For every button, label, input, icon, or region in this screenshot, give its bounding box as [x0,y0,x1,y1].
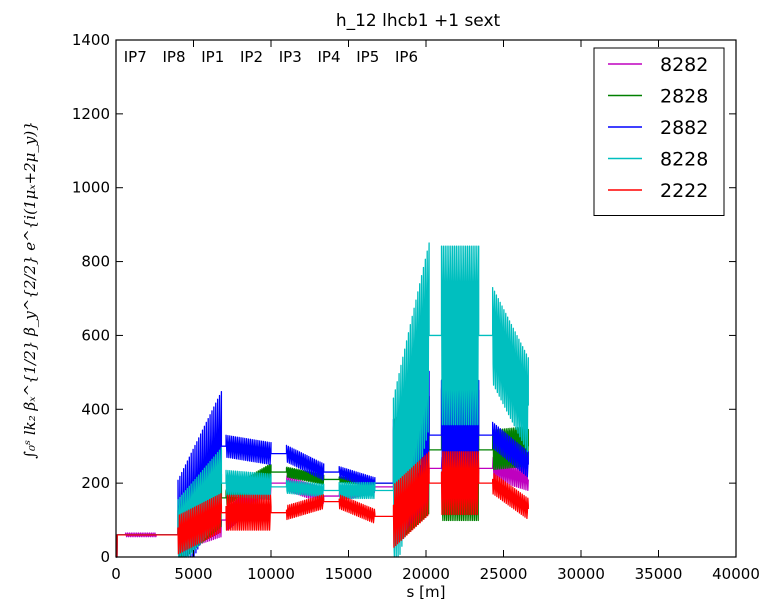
x-tick-label: 25000 [480,565,528,583]
y-tick-label: 1000 [72,179,110,197]
x-tick-label: 0 [111,565,121,583]
y-tick-label: 1200 [72,105,110,123]
y-axis-label: ∫₀ˢ lk₂ βₓ^{1/2} β_y^{2/2} e^{i(1μₓ+2μ_y… [21,121,39,459]
y-tick-label: 200 [81,474,110,492]
series-line [116,451,529,558]
ip-label: IP3 [279,48,302,66]
ip-label: IP7 [124,48,147,66]
ip-label: IP8 [163,48,186,66]
legend-label: 2882 [660,117,708,139]
x-tick-label: 20000 [402,565,450,583]
ip-label: IP5 [356,48,379,66]
y-tick-label: 0 [100,548,110,566]
legend-label: 2222 [660,180,708,202]
legend-label: 8282 [660,54,708,76]
legend-box [593,47,725,216]
legend-label: 8228 [660,149,708,171]
x-tick-label: 40000 [712,565,760,583]
ip-labels: IP7 IP8 IP1 IP2 IP3 IP4 IP5 IP6 [124,48,418,66]
y-tick-label: 800 [81,253,110,271]
y-tick-label: 600 [81,326,110,344]
y-tick-label: 1400 [72,31,110,49]
ip-label: IP6 [395,48,418,66]
chart-title: h_12 lhcb1 +1 sext [336,11,501,31]
ip-label: IP1 [201,48,224,66]
legend: 8282 2828 2882 8228 2222 [593,47,725,216]
x-tick-label: 30000 [557,565,605,583]
series-layer [116,242,529,558]
x-tick-label: 15000 [325,565,373,583]
ip-label: IP4 [318,48,341,66]
axis-ticks: 0 5000 10000 15000 20000 25000 30000 35000 40000… [72,31,760,583]
x-axis-label: s [m] [407,583,446,601]
x-tick-label: 10000 [247,565,295,583]
x-tick-label: 5000 [174,565,212,583]
x-tick-label: 35000 [635,565,683,583]
ip-label: IP2 [240,48,263,66]
legend-label: 2828 [660,86,708,108]
y-tick-label: 400 [81,400,110,418]
